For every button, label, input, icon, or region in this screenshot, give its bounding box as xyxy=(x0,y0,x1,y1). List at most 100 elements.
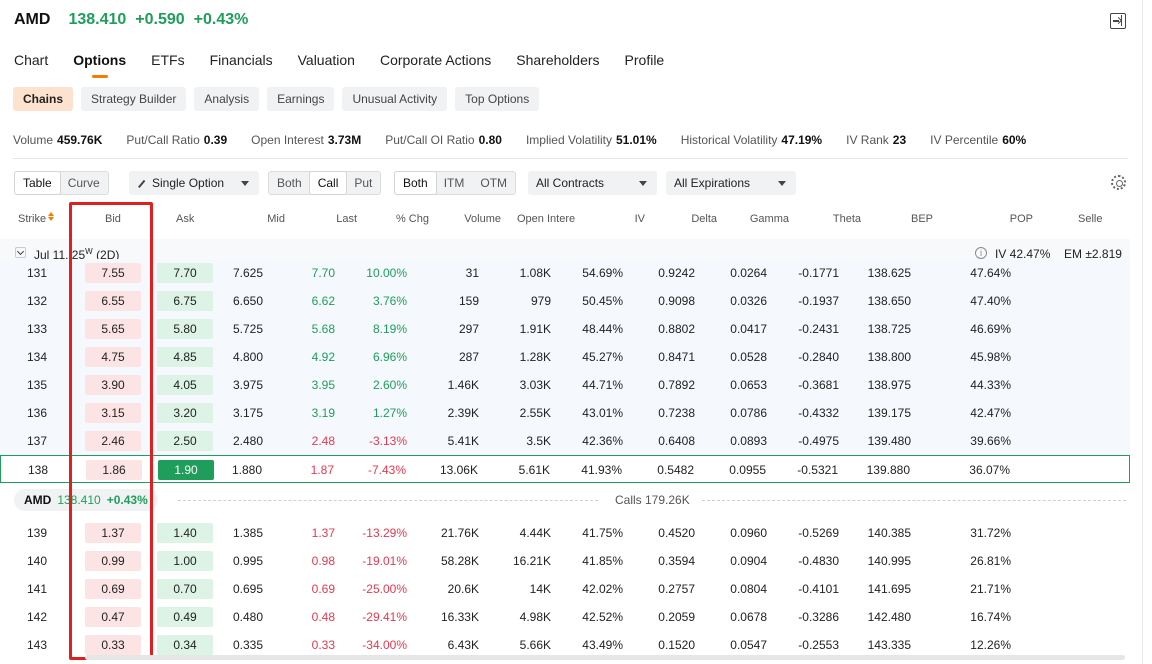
ask-cell[interactable]: 6.75 xyxy=(157,291,213,311)
contracts-dropdown[interactable]: All Contracts xyxy=(528,171,657,195)
delta-cell: 0.2757 xyxy=(658,582,695,596)
subtab-analysis[interactable]: Analysis xyxy=(194,87,260,111)
bid-cell[interactable]: 6.55 xyxy=(85,291,141,311)
bid-cell[interactable]: 7.55 xyxy=(85,263,141,283)
tab-valuation[interactable]: Valuation xyxy=(297,52,355,68)
subtab-earnings[interactable]: Earnings xyxy=(267,87,335,111)
column-header-open-intere[interactable]: Open Intere xyxy=(517,213,576,225)
tab-corporate-actions[interactable]: Corporate Actions xyxy=(379,52,492,68)
tab-etfs[interactable]: ETFs xyxy=(151,52,185,68)
current-price-divider: AMD 138.410 +0.43% Calls 179.26K xyxy=(0,486,1130,514)
option-row[interactable]: 133 5.65 5.80 5.725 5.68 8.19% 297 1.91K 48.44% 0… xyxy=(0,315,1130,343)
pop-cell: 46.69% xyxy=(970,322,1011,336)
mid-cell: 2.480 xyxy=(232,434,263,448)
bid-cell[interactable]: 1.37 xyxy=(85,523,141,543)
pct-change-cell: 10.00% xyxy=(366,266,407,280)
table-view-button[interactable]: Table xyxy=(15,172,60,194)
pct-change-cell: 2.60% xyxy=(372,378,407,392)
options-stats: Volume 459.76K Put/Call Ratio 0.39 Open Inte… xyxy=(13,133,1050,147)
option-row[interactable]: 138 1.86 1.90 1.880 1.87 -7.43% 13.06K 5.61K 41.… xyxy=(0,455,1130,483)
option-row[interactable]: 139 1.37 1.40 1.385 1.37 -13.29% 21.76K 4.44K 41… xyxy=(0,519,1130,547)
side-both-button[interactable]: Both xyxy=(277,176,302,190)
column-header-iv[interactable]: IV xyxy=(634,213,645,225)
moneyness-both-button[interactable]: Both xyxy=(395,172,436,194)
curve-view-button[interactable]: Curve xyxy=(67,176,100,190)
ask-cell[interactable]: 2.50 xyxy=(157,431,213,451)
ask-cell[interactable]: 3.20 xyxy=(157,403,213,423)
ask-cell[interactable]: 0.70 xyxy=(157,579,213,599)
strategy-dropdown[interactable]: Single Option xyxy=(129,171,259,195)
collapse-panel-icon[interactable] xyxy=(1110,13,1126,29)
tab-financials[interactable]: Financials xyxy=(209,52,273,68)
option-row[interactable]: 141 0.69 0.70 0.695 0.69 -25.00% 20.6K 14K 42.02… xyxy=(0,575,1130,603)
sort-icon[interactable] xyxy=(48,212,55,222)
ask-cell[interactable]: 4.05 xyxy=(157,375,213,395)
column-header-last[interactable]: Last xyxy=(336,213,357,225)
column-header-pop[interactable]: POP xyxy=(1009,213,1033,225)
subtab-top-options[interactable]: Top Options xyxy=(455,87,540,111)
last-cell: 1.87 xyxy=(310,463,334,477)
column-header--chg[interactable]: % Chg xyxy=(395,213,429,225)
subtab-strategy-builder[interactable]: Strategy Builder xyxy=(81,87,187,111)
tab-profile[interactable]: Profile xyxy=(624,52,665,68)
bid-cell[interactable]: 5.65 xyxy=(85,319,141,339)
moneyness-otm-button[interactable]: OTM xyxy=(480,176,508,190)
option-row[interactable]: 134 4.75 4.85 4.800 4.92 6.96% 287 1.28K 45.27% 0… xyxy=(0,343,1130,371)
gamma-cell: 0.0653 xyxy=(730,378,767,392)
chevron-down-icon[interactable] xyxy=(15,247,26,258)
ask-cell[interactable]: 4.85 xyxy=(157,347,213,367)
strategy-label: Single Option xyxy=(152,176,225,190)
subtab-unusual-activity[interactable]: Unusual Activity xyxy=(342,87,448,111)
moneyness-itm-button[interactable]: ITM xyxy=(443,176,465,190)
last-cell: 0.69 xyxy=(311,582,335,596)
ask-cell[interactable]: 1.40 xyxy=(157,523,213,543)
bid-cell[interactable]: 3.90 xyxy=(85,375,141,395)
ask-cell[interactable]: 5.80 xyxy=(157,319,213,339)
bid-cell[interactable]: 4.75 xyxy=(85,347,141,367)
tab-options[interactable]: Options xyxy=(73,52,126,74)
side-toggle: Both Call Put xyxy=(268,171,382,195)
column-header-strike[interactable]: Strike xyxy=(18,212,55,225)
option-row[interactable]: 135 3.90 4.05 3.975 3.95 2.60% 1.46K 3.03K 44.71… xyxy=(0,371,1130,399)
column-header-bep[interactable]: BEP xyxy=(910,213,933,225)
option-row[interactable]: 136 3.15 3.20 3.175 3.19 1.27% 2.39K 2.55K 43.01… xyxy=(0,399,1130,427)
ask-cell[interactable]: 1.00 xyxy=(157,551,213,571)
bid-cell[interactable]: 0.99 xyxy=(85,551,141,571)
subtab-chains[interactable]: Chains xyxy=(13,87,74,111)
column-header-delta[interactable]: Delta xyxy=(691,213,717,225)
ask-cell[interactable]: 0.49 xyxy=(157,607,213,627)
option-row[interactable]: 137 2.46 2.50 2.480 2.48 -3.13% 5.41K 3.5K 42.36… xyxy=(0,427,1130,455)
ask-cell[interactable]: 7.70 xyxy=(157,263,213,283)
column-header-gamma[interactable]: Gamma xyxy=(749,213,789,225)
tab-chart[interactable]: Chart xyxy=(14,52,49,68)
column-header-volume[interactable]: Volume xyxy=(464,213,501,225)
column-header-theta[interactable]: Theta xyxy=(832,213,861,225)
bid-cell[interactable]: 1.86 xyxy=(86,460,142,480)
expirations-dropdown[interactable]: All Expirations xyxy=(666,171,796,195)
theta-cell: -0.2553 xyxy=(798,638,839,652)
column-header-bid[interactable]: Bid xyxy=(105,213,121,225)
side-put-button[interactable]: Put xyxy=(354,176,373,190)
option-row[interactable]: 140 0.99 1.00 0.995 0.98 -19.01% 58.28K 16.21K 4… xyxy=(0,547,1130,575)
ask-cell[interactable]: 0.34 xyxy=(157,635,213,655)
bid-cell[interactable]: 2.46 xyxy=(85,431,141,451)
single-option-icon xyxy=(138,179,145,188)
horizontal-scrollbar[interactable] xyxy=(85,655,1125,660)
ask-cell[interactable]: 1.90 xyxy=(158,460,214,480)
bid-cell[interactable]: 0.69 xyxy=(85,579,141,599)
info-icon[interactable]: i xyxy=(975,247,987,259)
option-row[interactable]: 131 7.55 7.70 7.625 7.70 10.00% 31 1.08K 54.69% 0… xyxy=(0,259,1130,287)
tab-shareholders[interactable]: Shareholders xyxy=(516,52,600,68)
column-header-selle[interactable]: Selle xyxy=(1078,213,1103,225)
side-call-button[interactable]: Call xyxy=(309,172,347,194)
option-row[interactable]: 143 0.33 0.34 0.335 0.33 -34.00% 6.43K 5.66K 43.… xyxy=(0,631,1130,659)
bid-cell[interactable]: 3.15 xyxy=(85,403,141,423)
option-row[interactable]: 132 6.55 6.75 6.650 6.62 3.76% 159 979 50.45% 0.9… xyxy=(0,287,1130,315)
column-header-mid[interactable]: Mid xyxy=(267,213,285,225)
volume-cell: 21.76K xyxy=(440,526,479,540)
bid-cell[interactable]: 0.47 xyxy=(85,607,141,627)
column-header-ask[interactable]: Ask xyxy=(176,213,195,225)
bid-cell[interactable]: 0.33 xyxy=(85,635,141,655)
option-row[interactable]: 142 0.47 0.49 0.480 0.48 -29.41% 16.33K 4.98K 42… xyxy=(0,603,1130,631)
settings-gear-icon[interactable] xyxy=(1111,175,1126,190)
